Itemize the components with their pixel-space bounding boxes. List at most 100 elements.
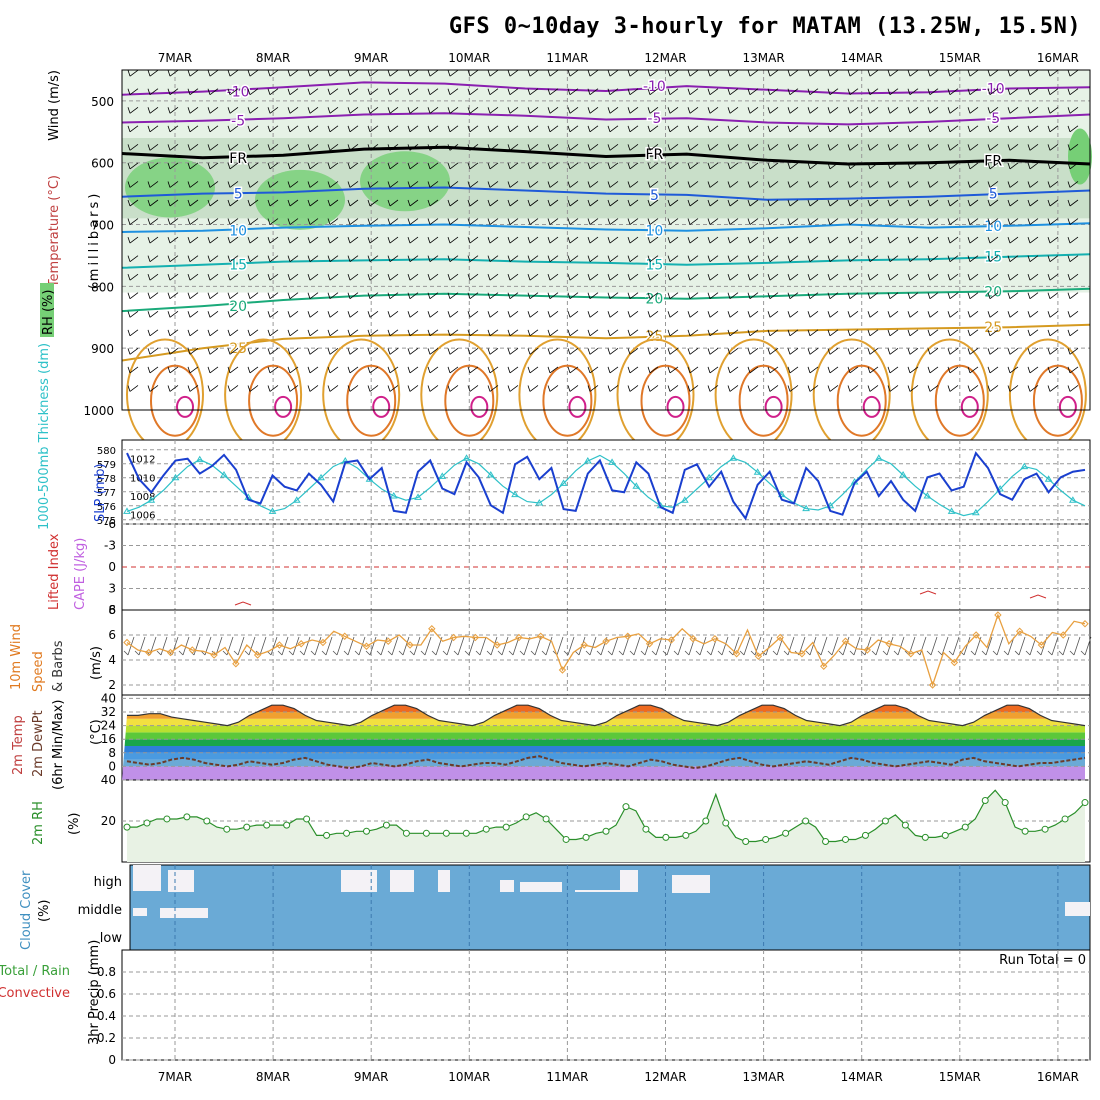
wind-barb: [347, 273, 359, 281]
surface-wind-barb: [244, 636, 256, 656]
isotherm-line: [121, 112, 1091, 126]
isotherm-label: -10: [227, 85, 250, 101]
wind-barb: [447, 106, 459, 114]
wind-barb: [487, 385, 499, 392]
li-segment: [234, 601, 252, 606]
surface-wind-barb: [596, 636, 608, 656]
wind-barb: [507, 310, 519, 318]
wind-barb: [507, 366, 519, 374]
wind-barb: [727, 255, 739, 262]
date-tick-bottom: 9MAR: [354, 1070, 389, 1084]
wind-barb: [347, 199, 359, 207]
precip-tick: 0.6: [97, 987, 116, 1001]
wind-barb: [487, 106, 499, 114]
wind-barb: [587, 385, 599, 392]
wind-barb: [1027, 366, 1039, 374]
wind-barb: [707, 310, 719, 318]
wind-barb: [267, 88, 279, 96]
wind-barb: [287, 310, 299, 318]
wind-barb: [187, 329, 199, 337]
wind-barb: [507, 218, 519, 225]
rh2m-marker: [822, 838, 830, 845]
thickness-line-marker: [583, 457, 592, 464]
wind-barb: [227, 69, 239, 77]
surface-temp-contour: [666, 395, 685, 418]
wind-speed-marker: [885, 640, 893, 648]
surface-wind-barb: [178, 636, 190, 656]
wind-barb: [967, 385, 979, 392]
date-tick-top: 15MAR: [939, 51, 981, 65]
wind-barb: [1027, 236, 1039, 244]
wind-barb: [427, 144, 439, 151]
rh2m-marker: [842, 835, 849, 843]
wind-barb: [987, 366, 999, 374]
wind-barb: [687, 144, 699, 151]
thickness-line-marker: [268, 507, 277, 514]
wind-barb: [747, 88, 759, 96]
thickness-line-marker: [947, 507, 956, 514]
isotherm-line: [121, 287, 1091, 313]
wind-barb: [1027, 310, 1039, 318]
isotherm-label: 5: [989, 187, 998, 203]
wind-barb: [407, 310, 419, 318]
wind-barb: [527, 106, 539, 114]
wind-barb: [807, 88, 819, 96]
isotherm-label: 15: [229, 258, 247, 274]
wind-barb: [647, 125, 659, 133]
wind-barb: [667, 199, 679, 207]
isotherm-label: 15: [645, 258, 663, 274]
cloud-block: [672, 875, 710, 893]
rh2m-marker: [203, 817, 211, 825]
wind-barb: [267, 366, 279, 374]
wind-barb: [707, 106, 719, 114]
wind-barb: [247, 255, 259, 262]
slp-line: [126, 451, 1086, 521]
temp-tick: 40: [101, 691, 116, 705]
wind-barb: [287, 69, 299, 77]
wind-barb: [387, 125, 399, 133]
thickness-label-group: 1000-500mb Thickness (dm): [37, 343, 52, 530]
wind-barb: [227, 125, 239, 133]
wind-barb: [207, 88, 219, 96]
temp-tick: 0: [108, 759, 116, 773]
thickness-axis-label: 1000-500mb Thickness (dm): [37, 343, 52, 530]
wind-barb: [407, 273, 419, 281]
wind-barb: [967, 181, 979, 188]
wind-barb: [967, 292, 979, 300]
wind-barb: [147, 69, 159, 77]
wind-barb: [687, 162, 699, 170]
rh2m-marker: [602, 827, 610, 835]
wind-barb: [207, 181, 219, 188]
wind-barb: [687, 385, 699, 392]
wind-barb: [427, 292, 439, 300]
wind-barb: [247, 385, 259, 392]
wind-barb: [327, 385, 339, 392]
wind-barb: [1007, 106, 1019, 114]
wind-barb: [727, 310, 739, 318]
wind-barb: [967, 106, 979, 114]
wind-barb: [247, 125, 259, 133]
wind-barb: [607, 69, 619, 77]
wind-speed-marker: [580, 641, 588, 649]
thickness-line-marker: [802, 504, 810, 512]
wind-barb: [427, 348, 439, 355]
wind-speed-marker: [341, 632, 349, 640]
wind-barb: [927, 255, 939, 262]
wind-barb: [907, 348, 919, 355]
wind-label-group-d: (m/s): [89, 646, 104, 680]
surface-wind-barb: [442, 636, 454, 656]
wind-barb: [407, 144, 419, 151]
precip-tick: 0.8: [97, 965, 116, 979]
surface-temp-contour: [542, 364, 593, 437]
wind-barb: [287, 144, 299, 151]
wind-barb: [127, 385, 139, 392]
wind-barb: [387, 236, 399, 244]
wind-barb: [227, 273, 239, 281]
wind-barb: [907, 385, 919, 392]
wind-barb: [527, 144, 539, 151]
wind-barb: [267, 255, 279, 262]
wind-barb: [847, 69, 859, 77]
surface-temp-contour: [1032, 364, 1083, 437]
precip-axis-label: Convective: [0, 986, 70, 1001]
isotherm-label: FR: [646, 147, 664, 163]
